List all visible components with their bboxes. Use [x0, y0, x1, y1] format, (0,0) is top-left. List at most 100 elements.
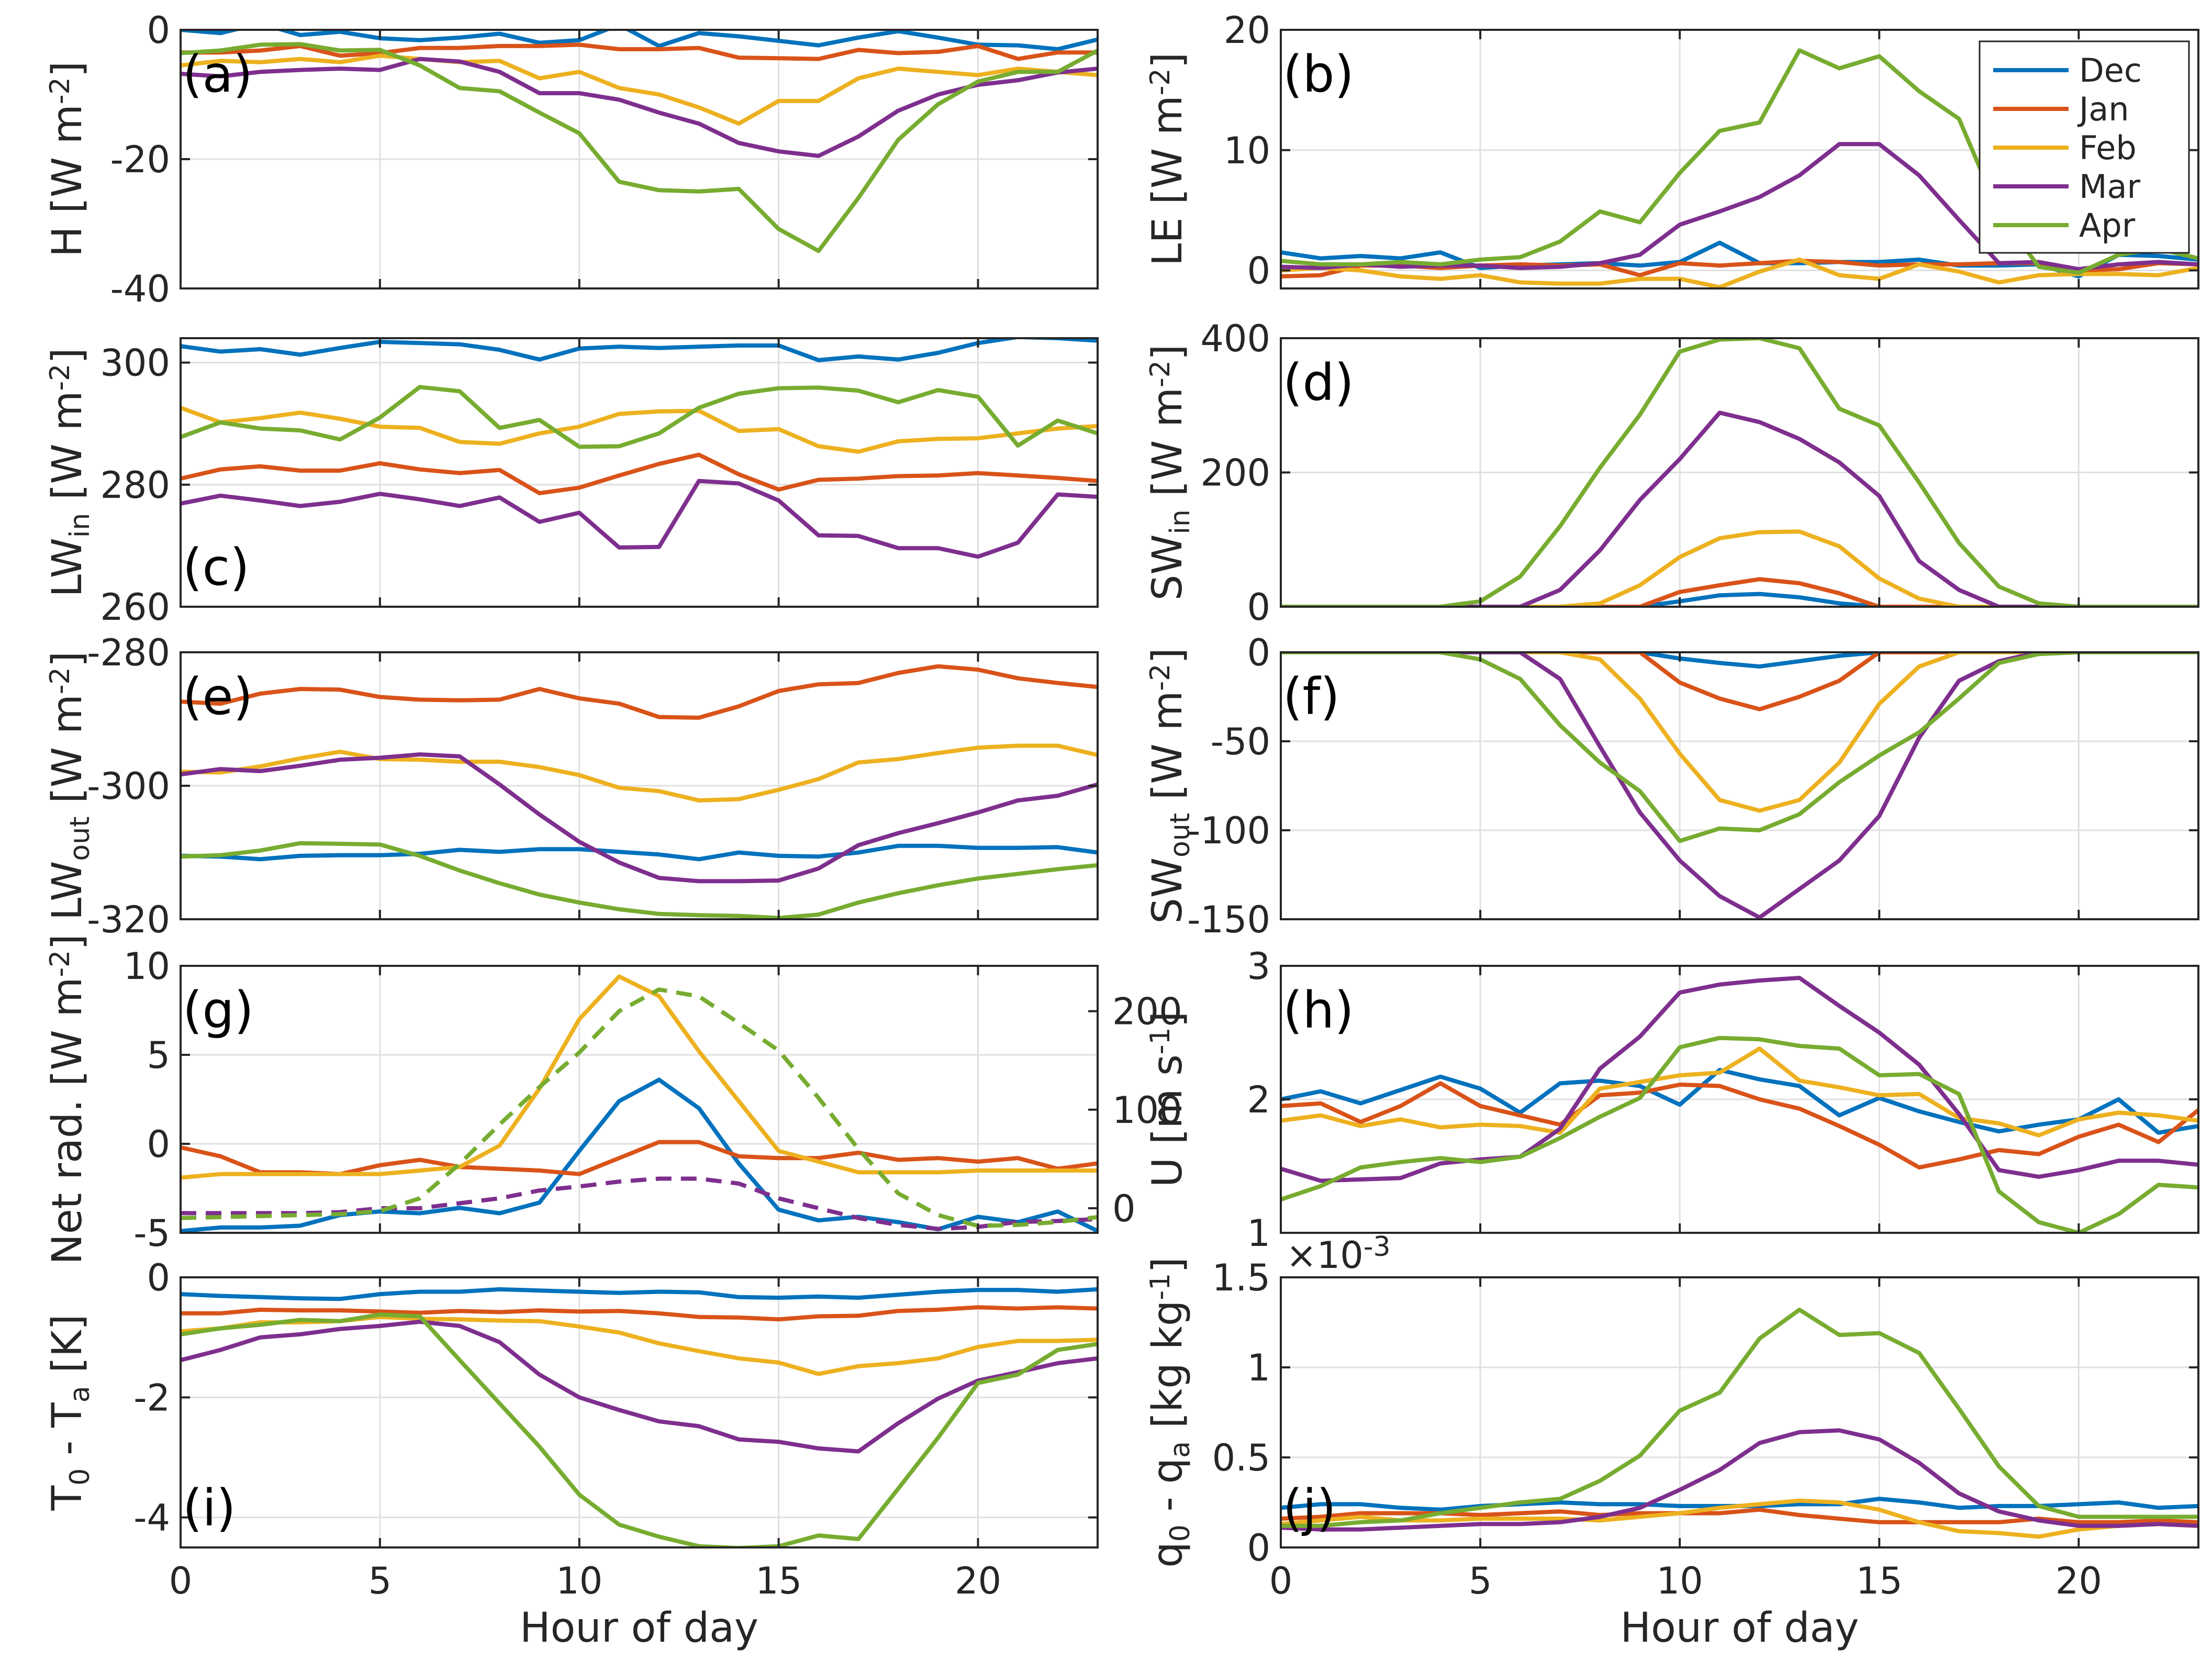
series-group [1281, 48, 2198, 288]
y-axis-label: SWin [W m-2] [1144, 344, 1196, 600]
y-axis-label: SWout [W m-2] [1144, 648, 1196, 923]
legend-label-apr: Apr [2079, 206, 2136, 244]
y-tick-label: -150 [1187, 898, 1270, 941]
y-axis-label: q0 - qa [kg kg-1] [1144, 1257, 1196, 1567]
series-apr-line [181, 841, 1098, 919]
axes-frame [1280, 29, 2199, 289]
x-axis-label: Hour of day [520, 1605, 758, 1652]
series-feb-line [1281, 1046, 2198, 1138]
y-tick-label: 2 [1247, 1078, 1270, 1121]
panel-label: (d) [1283, 353, 1354, 412]
y-tick-label: -300 [87, 765, 170, 808]
plot-area [181, 966, 1098, 1233]
y-axis-label: H [W m-2] [44, 61, 91, 257]
right-y-tick-label: 200 [1112, 990, 1182, 1033]
series-apr-dashed-line [181, 987, 1098, 1228]
series-feb-line [181, 974, 1098, 1180]
x-tick-label: 5 [368, 1559, 392, 1602]
x-tick-label: 10 [1657, 1559, 1703, 1602]
series-jan-line [1281, 1081, 2198, 1170]
series-dec-line [181, 1287, 1098, 1301]
panel-a: 0 -20 -40 H [W m-2] (a) [44, 9, 1099, 310]
series-group [1281, 652, 2198, 919]
axes-frame [1280, 1276, 2199, 1548]
y-tick-label: 0 [1247, 586, 1270, 629]
series-jan-line [1281, 652, 2198, 711]
series-apr-line [181, 385, 1098, 449]
y-tick-label: 5 [147, 1034, 170, 1077]
series-feb-line [1281, 257, 2198, 288]
series-apr-line [1281, 1307, 2198, 1528]
x-tick-label: 10 [556, 1559, 602, 1602]
plot-area [1281, 1277, 2198, 1547]
y-axis-label: U [m s-1] [1144, 1011, 1191, 1187]
panel-label: (f) [1283, 667, 1340, 726]
y-tick-label: 0 [147, 1256, 170, 1299]
legend-label-feb: Feb [2079, 129, 2137, 167]
y-tick-label: -40 [110, 268, 170, 310]
series-apr-line [1281, 1035, 2198, 1233]
y-tick-label: -50 [1211, 720, 1270, 763]
x-tick-label: 20 [2055, 1559, 2102, 1602]
series-apr-line [181, 1312, 1098, 1547]
right-y-tick-label: 0 [1112, 1187, 1136, 1230]
y-tick-label: 1.5 [1212, 1256, 1270, 1299]
y-tick-label: 0 [147, 9, 170, 52]
series-feb-line [1281, 652, 2198, 813]
y-tick-label: 0.5 [1212, 1436, 1270, 1479]
series-mar-line [1281, 410, 2198, 607]
y-tick-label: 1 [1247, 1346, 1270, 1389]
x-tick-label: 15 [755, 1559, 802, 1602]
y-tick-label: -2 [133, 1376, 170, 1419]
x-tick-label: 0 [1269, 1559, 1293, 1602]
panel-i: 0 -2 -4 0 5 10 15 20 T0 - Ta [K] Hour of day (i) [44, 1256, 1099, 1652]
panel-label: (b) [1283, 45, 1354, 104]
y-tick-label: 280 [100, 464, 170, 507]
series-feb-line [1281, 1498, 2198, 1539]
axes-frame [180, 965, 1099, 1234]
series-jan-line [181, 42, 1098, 61]
panel-label: (h) [1283, 981, 1354, 1040]
y-tick-label: -4 [133, 1497, 170, 1540]
panel-label: (i) [183, 1479, 236, 1538]
series-jan-line [181, 1305, 1098, 1322]
plot-area [1281, 652, 2198, 919]
series-dec-line [181, 338, 1098, 362]
series-jan-line [1281, 577, 2198, 607]
x-tick-label: 20 [955, 1559, 1001, 1602]
panel-label: (g) [183, 981, 254, 1040]
series-mar-line [181, 752, 1098, 884]
y-axis-label: LWout [W m-2] [44, 651, 96, 920]
series-dec-line [181, 1077, 1098, 1233]
series-feb-line [181, 53, 1098, 126]
y-tick-label: 0 [1247, 631, 1270, 674]
series-group [1281, 976, 2198, 1233]
y-tick-label: 1 [1247, 1212, 1270, 1255]
series-dec-line [1281, 592, 2198, 607]
y-tick-label: 3 [1247, 945, 1270, 988]
y-axis-label: LE [W m-2] [1144, 52, 1191, 266]
series-dec-line [1281, 1067, 2198, 1135]
y-axis-label: T0 - Ta [K] [44, 1314, 96, 1511]
y-tick-label: -320 [87, 898, 170, 941]
y-tick-label: 0 [147, 1123, 170, 1166]
y-tick-label: 400 [1200, 317, 1270, 360]
y-tick-label: -280 [87, 631, 170, 674]
series-mar-line [1281, 976, 2198, 1183]
series-feb-line [181, 743, 1098, 803]
series-apr-line [1281, 652, 2198, 843]
x-tick-label: 15 [1856, 1559, 1903, 1602]
axes-frame [180, 1276, 1099, 1548]
y-tick-label: -100 [1187, 809, 1270, 852]
series-apr-line [181, 42, 1098, 253]
x-tick-label: 5 [1469, 1559, 1492, 1602]
right-y-tick-label: 100 [1112, 1089, 1182, 1132]
y-tick-label: 200 [1200, 452, 1270, 495]
series-mar-line [181, 478, 1098, 559]
